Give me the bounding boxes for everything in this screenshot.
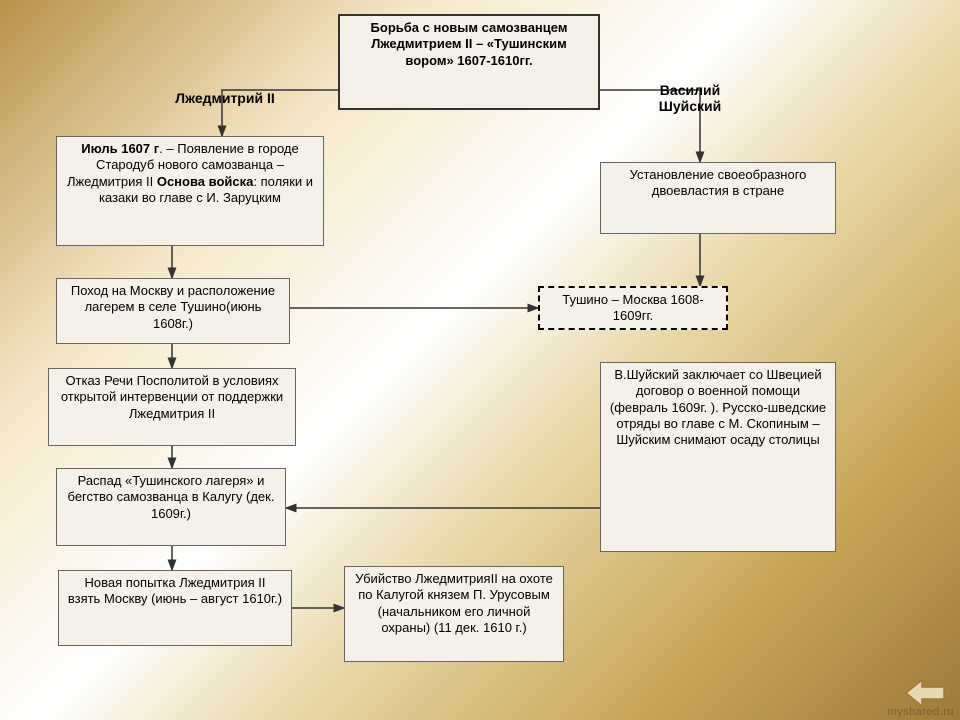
left-box-4: Распад «Тушинского лагеря» и бегство сам… <box>56 468 286 546</box>
left-box-1: Июль 1607 г. – Появление в городе Старод… <box>56 136 324 246</box>
left-box-5: Новая попытка Лжедмитрия II взять Москву… <box>58 570 292 646</box>
back-button[interactable] <box>902 676 948 710</box>
right-box-dashed: Тушино – Москва 1608- 1609гг. <box>538 286 728 330</box>
left-box-3: Отказ Речи Посполитой в условиях открыто… <box>48 368 296 446</box>
watermark: myshared.ru <box>887 706 954 718</box>
left-box-2: Поход на Москву и расположение лагерем в… <box>56 278 290 344</box>
label-left: Лжедмитрий II <box>150 90 300 106</box>
label-right: Василий Шуйский <box>630 82 750 114</box>
right-box-1: Установление своеобразного двоевластия в… <box>600 162 836 234</box>
title-box: Борьба с новым самозванцем Лжедмитрием I… <box>338 14 600 110</box>
bottom-box: Убийство ЛжедмитрияII на охоте по Калуго… <box>344 566 564 662</box>
right-box-3: В.Шуйский заключает со Швецией договор о… <box>600 362 836 552</box>
